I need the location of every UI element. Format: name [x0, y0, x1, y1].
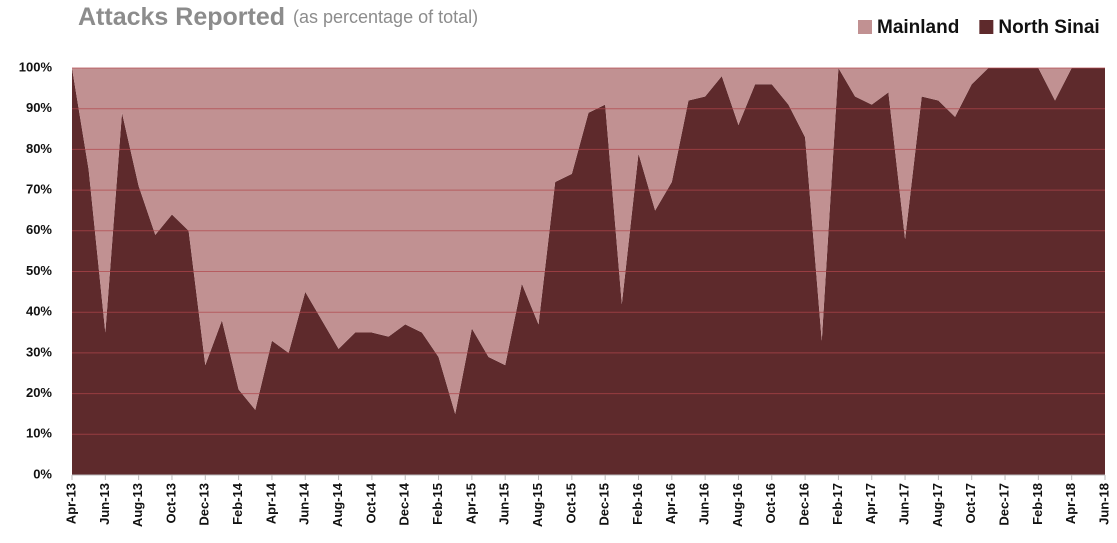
x-tick-label: Oct-13: [163, 483, 178, 523]
legend-label: Mainland: [877, 17, 959, 38]
legend-label: North Sinai: [998, 17, 1099, 38]
x-tick-label: Feb-14: [230, 482, 245, 525]
legend-swatch: [979, 20, 994, 34]
y-tick-label: 0%: [33, 466, 52, 481]
x-tick-label: Aug-14: [330, 482, 345, 527]
title: Attacks Reported: [78, 3, 285, 31]
x-tick-label: Dec-17: [996, 483, 1011, 526]
y-tick-label: 60%: [26, 222, 52, 237]
x-tick-label: Feb-18: [1030, 483, 1045, 525]
y-tick-label: 20%: [26, 385, 52, 400]
subtitle: (as percentage of total): [293, 7, 478, 27]
x-tick-label: Jun-14: [297, 482, 312, 525]
x-tick-label: Dec-15: [597, 483, 612, 526]
x-tick-label: Dec-14: [397, 482, 412, 525]
x-tick-label: Dec-16: [797, 483, 812, 526]
x-tick-label: Aug-16: [730, 483, 745, 527]
legend-swatch: [858, 20, 872, 34]
y-tick-label: 30%: [26, 344, 52, 359]
chart-title: Attacks Reported (as percentage of total): [78, 3, 478, 31]
x-tick-label: Oct-17: [963, 483, 978, 523]
x-tick-label: Apr-18: [1063, 483, 1078, 524]
y-tick-label: 50%: [26, 263, 52, 278]
x-tick-label: Jun-15: [497, 483, 512, 525]
x-tick-label: Apr-15: [463, 483, 478, 524]
x-tick-label: Jun-16: [697, 483, 712, 525]
y-tick-label: 80%: [26, 141, 52, 156]
x-tick-label: Dec-13: [197, 483, 212, 526]
x-tick-label: Aug-17: [930, 483, 945, 527]
y-tick-label: 100%: [19, 59, 53, 74]
area: [72, 68, 1105, 414]
x-tick-label: Jun-17: [897, 483, 912, 525]
y-tick-label: 70%: [26, 182, 52, 197]
x-tick-label: Oct-16: [763, 483, 778, 523]
x-tick-label: Apr-13: [63, 483, 78, 524]
x-tick-label: Feb-16: [630, 483, 645, 525]
y-tick-label: 10%: [26, 426, 52, 441]
y-tick-label: 90%: [26, 100, 52, 115]
x-tick-label: Aug-15: [530, 483, 545, 527]
x-tick-label: Oct-15: [563, 483, 578, 523]
y-tick-label: 40%: [26, 304, 52, 319]
x-tick-label: Feb-17: [830, 483, 845, 525]
x-tick-label: Apr-14: [263, 482, 278, 524]
x-tick-label: Apr-17: [863, 483, 878, 524]
x-tick-label: Aug-13: [130, 483, 145, 527]
x-tick-label: Oct-14: [363, 482, 378, 523]
x-tick-label: Apr-16: [663, 483, 678, 524]
x-tick-label: Jun-18: [1096, 483, 1111, 525]
x-tick-label: Jun-13: [97, 483, 112, 525]
x-tick-label: Feb-15: [430, 483, 445, 525]
